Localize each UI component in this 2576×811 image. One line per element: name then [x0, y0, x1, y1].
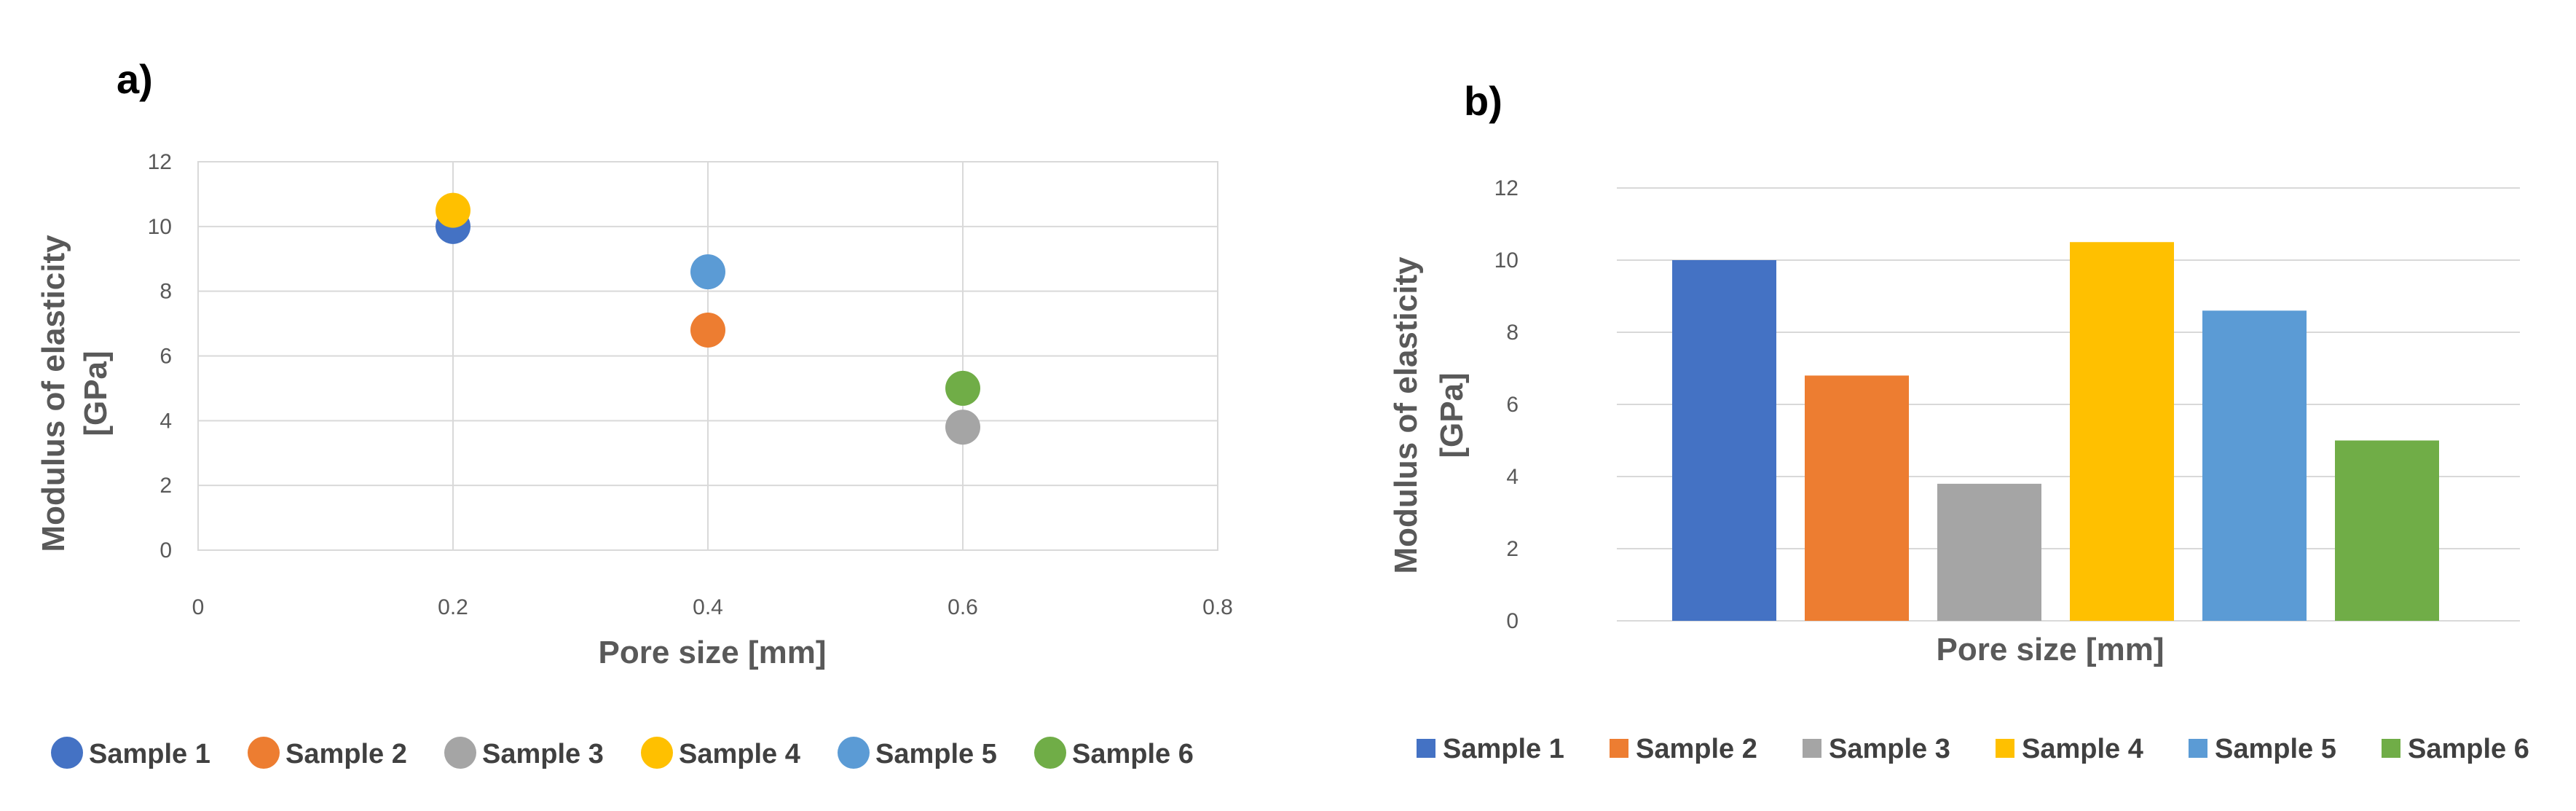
panel-a-legend-label: Sample 1 [89, 739, 210, 769]
panel-a-x-axis-title: Pore size [mm] [599, 635, 827, 670]
panel-b-bar-sample-2 [1805, 375, 1909, 621]
panel-a-y-tick-label: 4 [159, 409, 172, 433]
panel-b-legend-marker [1996, 739, 2014, 758]
panel-a-legend-marker [51, 737, 83, 769]
panel-a-legend-marker [641, 737, 673, 769]
panel-b-y-tick-label: 6 [1506, 393, 1519, 417]
panel-b-legend-label: Sample 4 [2022, 734, 2143, 764]
panel-b-y-tick-label: 12 [1494, 176, 1519, 200]
panel-a-legend-label: Sample 2 [285, 739, 407, 769]
chart-marks: 0 2 4 6 8 10 12 0 0.2 0.4 0.6 0.8 Sample 1 Sample 2 Sa… [51, 150, 2529, 769]
panel-a-legend-marker [1034, 737, 1066, 769]
panel-a-point-sample-3 [945, 410, 980, 445]
panel-a-point-sample-5 [690, 254, 725, 290]
panel-a-y-tick-label: 12 [148, 150, 172, 174]
panel-a-x-tick-label: 0.6 [948, 595, 978, 619]
panel-b-legend-label: Sample 6 [2408, 734, 2529, 764]
panel-a-legend-label: Sample 5 [875, 739, 997, 769]
panel-a-legend-label: Sample 6 [1072, 739, 1194, 769]
panel-b-y-tick-label: 0 [1506, 609, 1519, 633]
panel-a-legend-marker [838, 737, 870, 769]
panel-a-x-tick-label: 0.8 [1202, 595, 1233, 619]
panel-a-x-tick-label: 0.4 [693, 595, 723, 619]
panel-b-y-tick-label: 2 [1506, 537, 1519, 561]
panel-b-legend-marker [1803, 739, 1821, 758]
panel-a-y-axis-title: Modulus of elasticity [36, 235, 71, 552]
panel-a-x-tick-label: 0.2 [438, 595, 468, 619]
panel-b-bar-sample-5 [2202, 310, 2307, 621]
panel-a-legend-marker [248, 737, 280, 769]
panel-a-label: a) [117, 56, 153, 102]
panel-a-x-tick-label: 0 [192, 595, 205, 619]
panel-b-y-axis-unit: [GPa] [1434, 372, 1470, 458]
panel-a-y-tick-label: 0 [159, 538, 172, 563]
panel-b-bar-sample-1 [1672, 260, 1776, 621]
panel-b-y-tick-label: 4 [1506, 465, 1519, 489]
panel-b-x-axis-title: Pore size [mm] [1937, 632, 2165, 667]
panel-a-legend-label: Sample 3 [482, 739, 604, 769]
panel-b-bar-sample-3 [1937, 483, 2041, 621]
panel-b-bar-sample-4 [2070, 242, 2174, 621]
panel-b-y-axis-title: Modulus of elasticity [1388, 256, 1424, 574]
panel-b-label: b) [1464, 78, 1502, 124]
panel-b-legend-label: Sample 5 [2215, 734, 2336, 764]
panel-b-y-tick-label: 8 [1506, 321, 1519, 345]
panel-a-point-sample-4 [436, 192, 470, 228]
panel-a-y-tick-label: 8 [159, 280, 172, 304]
panel-b-bar-sample-6 [2335, 440, 2439, 621]
panel-b-legend-label: Sample 1 [1443, 734, 1564, 764]
panel-a-point-sample-2 [690, 312, 725, 348]
panel-b-legend-label: Sample 2 [1636, 734, 1757, 764]
panel-a-point-sample-6 [945, 370, 980, 406]
panel-b-legend-marker [2382, 739, 2400, 758]
panel-a-legend-label: Sample 4 [679, 739, 800, 769]
panel-a-y-tick-label: 6 [159, 345, 172, 369]
panel-b-legend-label: Sample 3 [1829, 734, 1950, 764]
panel-b-legend-marker [1417, 739, 1435, 758]
panel-a-y-tick-label: 2 [159, 474, 172, 498]
panel-a-legend-marker [444, 737, 476, 769]
panel-a-y-axis-unit: [GPa] [78, 350, 114, 436]
panel-b-y-tick-label: 10 [1494, 248, 1519, 273]
panel-b-legend-marker [2189, 739, 2207, 758]
panel-b-legend-marker [1610, 739, 1628, 758]
panel-a-y-tick-label: 10 [148, 215, 172, 239]
